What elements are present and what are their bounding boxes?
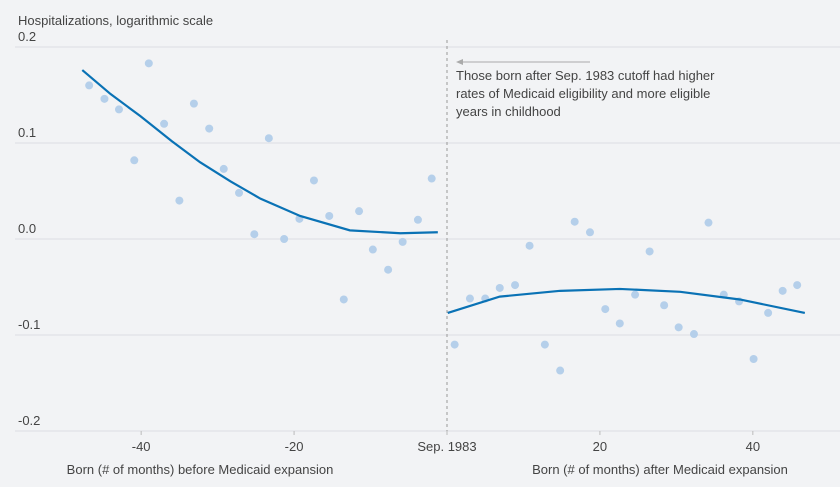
x-tick-label: -20 [285, 439, 304, 454]
data-point [114, 105, 123, 114]
data-point [645, 247, 654, 256]
data-point [413, 215, 422, 224]
data-point [355, 207, 364, 216]
y-tick-label: -0.1 [18, 317, 40, 332]
data-point [749, 355, 758, 363]
data-point [495, 283, 504, 292]
fit-line [447, 287, 806, 314]
arrow [456, 59, 590, 65]
data-point [689, 330, 698, 339]
data-point [189, 99, 198, 108]
data-point [309, 176, 318, 185]
data-point [398, 237, 407, 246]
y-tick-label: -0.2 [18, 413, 40, 428]
data-point [130, 156, 139, 165]
data-point [660, 301, 669, 310]
x-tick-label: Sep. 1983 [417, 439, 476, 454]
data-point [778, 286, 787, 295]
y-tick-label: 0.0 [18, 221, 36, 236]
data-point [631, 290, 640, 299]
data-point [511, 281, 520, 290]
data-point [264, 134, 273, 143]
data-point [175, 196, 184, 205]
data-point [144, 59, 153, 68]
x-tick-label: 40 [746, 439, 760, 454]
x-axis-label-left: Born (# of months) before Medicaid expan… [67, 462, 334, 477]
data-point [100, 94, 109, 103]
data-point [450, 340, 459, 349]
fit-line [81, 69, 438, 235]
data-point [205, 124, 214, 133]
data-point [85, 81, 94, 90]
annotation-line: Those born after Sep. 1983 cutoff had hi… [456, 68, 715, 83]
annotation-line: rates of Medicaid eligibility and more e… [456, 86, 710, 101]
data-point [674, 323, 683, 332]
data-point [280, 235, 289, 243]
data-point [465, 294, 474, 303]
data-point [219, 164, 228, 173]
data-point [427, 174, 436, 183]
data-point [250, 230, 259, 239]
x-axis-label-right: Born (# of months) after Medicaid expans… [532, 462, 788, 477]
data-point [570, 217, 579, 226]
data-point [368, 245, 377, 254]
y-tick-label: 0.2 [18, 29, 36, 44]
data-point [585, 228, 594, 237]
data-point [704, 218, 713, 227]
data-point [793, 281, 802, 290]
data-point [325, 211, 334, 220]
data-point [384, 265, 393, 274]
data-point [235, 188, 244, 197]
data-point [601, 305, 610, 314]
data-point [525, 241, 534, 250]
annotation-line: years in childhood [456, 104, 561, 119]
y-tick-label: 0.1 [18, 125, 36, 140]
data-point [556, 366, 565, 375]
x-tick-label: 20 [593, 439, 607, 454]
x-tick-label: -40 [132, 439, 151, 454]
data-point [615, 319, 624, 328]
y-axis-label: Hospitalizations, logarithmic scale [18, 13, 213, 28]
data-point [540, 340, 549, 349]
data-point [160, 119, 169, 128]
data-point [764, 308, 773, 317]
data-point [339, 295, 348, 304]
